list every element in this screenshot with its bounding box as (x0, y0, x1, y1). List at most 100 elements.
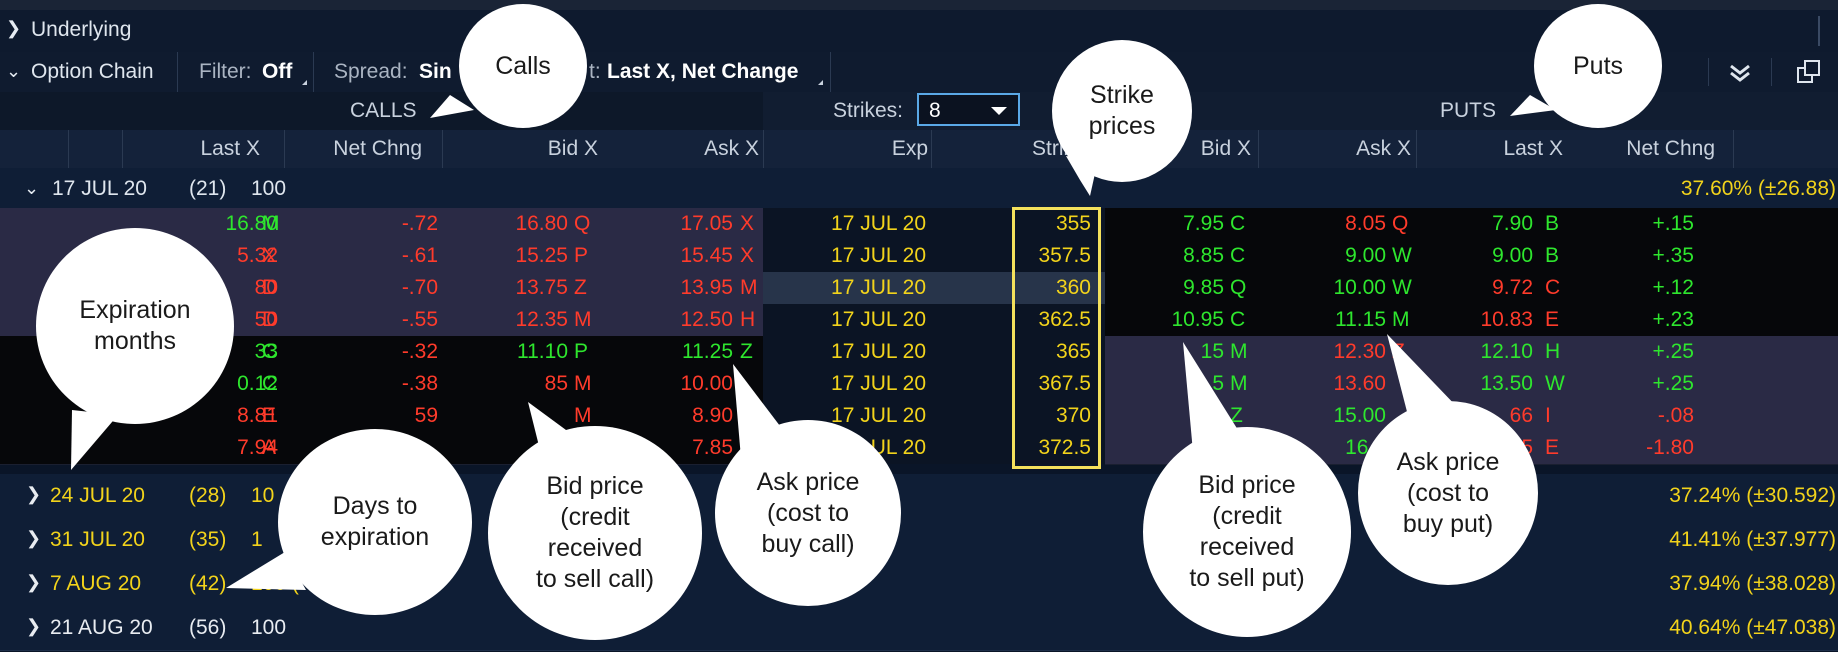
detach-window-button[interactable] (1795, 58, 1825, 86)
call-ask[interactable]: 13.95 (680, 276, 733, 299)
call-bid[interactable]: 13.75 (515, 276, 568, 299)
call-last-exchange[interactable]: E (262, 404, 277, 427)
spread-value[interactable]: Sin (419, 60, 452, 83)
call-ask-exchange[interactable]: X (740, 244, 755, 267)
row-expiration[interactable]: 17 JUL 20 (831, 340, 926, 363)
put-last[interactable]: 66 (1509, 404, 1533, 427)
call-last-exchange[interactable]: D (262, 308, 278, 331)
call-last[interactable]: 7.94 (237, 436, 278, 459)
put-net-change[interactable]: +.15 (1652, 212, 1694, 235)
strike-price[interactable]: 362.5 (1038, 308, 1091, 331)
call-last-exchange[interactable]: C (262, 340, 278, 363)
call-last[interactable]: 50 (254, 308, 278, 331)
put-last[interactable]: 12.10 (1480, 340, 1533, 363)
row-expiration[interactable]: 17 JUL 20 (831, 404, 926, 427)
call-ask-exchange[interactable]: M (740, 276, 758, 299)
call-net-change[interactable]: -.61 (401, 244, 438, 267)
call-net-change[interactable]: -.32 (401, 340, 438, 363)
call-bid-exchange[interactable]: P (574, 340, 589, 363)
call-bid-exchange[interactable]: Z (574, 276, 587, 299)
call-bid-exchange[interactable]: P (574, 244, 589, 267)
chevron-down-icon[interactable]: ⌄ (24, 178, 40, 198)
col-expiration[interactable]: Exp (891, 137, 928, 160)
collapse-all-button[interactable] (1708, 58, 1772, 86)
put-ask[interactable]: 9.00 (1345, 244, 1386, 267)
put-net-change[interactable]: -1.80 (1646, 436, 1694, 459)
call-bid-exchange[interactable]: M (574, 372, 592, 395)
call-ask-exchange[interactable]: X (740, 212, 755, 235)
put-ask-exchange[interactable]: W (1392, 276, 1412, 299)
put-bid-exchange[interactable]: Z (1230, 404, 1243, 427)
col-call-ask[interactable]: Ask X (704, 137, 759, 160)
strike-price[interactable]: 357.5 (1038, 244, 1091, 267)
call-ask-exchange[interactable]: H (740, 308, 756, 331)
put-last-exchange[interactable]: H (1545, 340, 1561, 363)
table-row[interactable]: 80 D -.70 13.75 Z 13.95 M 17 JUL 20 360 9.85 Q 10.0… (0, 272, 1838, 305)
call-ask[interactable]: 8.90 (692, 404, 733, 427)
call-net-change[interactable]: 59 (414, 404, 438, 427)
col-call-net-change[interactable]: Net Chng (333, 137, 422, 160)
call-net-change[interactable]: -.72 (401, 212, 438, 235)
strike-price[interactable]: 367.5 (1038, 372, 1091, 395)
chevron-down-icon[interactable]: ⌄ (6, 61, 22, 81)
strike-price[interactable]: 355 (1055, 212, 1091, 235)
put-net-change[interactable]: +.25 (1652, 340, 1694, 363)
row-expiration[interactable]: 17 JUL 20 (831, 308, 926, 331)
put-net-change[interactable]: +.35 (1652, 244, 1694, 267)
call-ask[interactable]: 7.85 (692, 436, 733, 459)
call-last-exchange[interactable]: D (262, 276, 278, 299)
put-ask-exchange[interactable]: M (1392, 308, 1410, 331)
strike-price[interactable]: 372.5 (1038, 436, 1091, 459)
put-net-change[interactable]: -.08 (1657, 404, 1694, 427)
put-ask-exchange[interactable]: W (1392, 244, 1412, 267)
col-put-net-change[interactable]: Net Chng (1626, 137, 1715, 160)
row-expiration[interactable]: 17 JUL 20 (831, 372, 926, 395)
call-last-exchange[interactable]: A (262, 436, 277, 459)
underlying-section-header[interactable]: ❯ Underlying (0, 10, 1838, 53)
put-ask[interactable]: 11.15 (1335, 308, 1386, 331)
row-expiration[interactable]: UL 20 (870, 436, 926, 459)
call-ask[interactable]: 15.45 (680, 244, 733, 267)
put-bid-exchange[interactable]: C (1230, 212, 1246, 235)
call-last[interactable]: 80 (254, 276, 278, 299)
call-ask[interactable]: 10.00 (680, 372, 733, 395)
call-bid[interactable]: 15.25 (515, 244, 568, 267)
put-last-exchange[interactable]: E (1545, 308, 1560, 331)
put-bid-exchange[interactable]: Q (1230, 276, 1247, 299)
filter-value[interactable]: Off (262, 60, 293, 83)
call-net-change[interactable]: -.70 (401, 276, 438, 299)
call-bid-exchange[interactable]: M (574, 404, 592, 427)
call-last-exchange[interactable]: C (262, 372, 278, 395)
put-bid[interactable]: 9.85 (1183, 276, 1224, 299)
put-ask[interactable]: 10.00 (1333, 276, 1386, 299)
chevron-right-icon[interactable]: ❯ (26, 616, 42, 636)
call-ask[interactable]: 11.25 (682, 340, 733, 363)
col-call-bid[interactable]: Bid X (547, 137, 598, 160)
call-last[interactable]: 0.12 (237, 372, 278, 395)
option-chain-title[interactable]: Option Chain (31, 60, 154, 83)
put-last-exchange[interactable]: I (1545, 404, 1551, 427)
call-ask[interactable]: 12.50 (680, 308, 733, 331)
put-last-exchange[interactable]: B (1545, 244, 1560, 267)
put-ask[interactable]: 8.05 (1345, 212, 1386, 235)
call-last[interactable]: 8.81 (237, 404, 278, 427)
put-bid[interactable]: 10.95 (1171, 308, 1224, 331)
row-expiration[interactable]: 17 JUL 20 (831, 276, 926, 299)
put-net-change[interactable]: +.12 (1652, 276, 1694, 299)
put-last-exchange[interactable]: B (1545, 212, 1560, 235)
put-bid-exchange[interactable]: M (1230, 340, 1248, 363)
call-last[interactable]: 33 (254, 340, 278, 363)
col-put-ask[interactable]: Ask X (1356, 137, 1411, 160)
row-expiration[interactable]: 17 JUL 20 (831, 244, 926, 267)
put-bid[interactable]: 5 (1212, 372, 1224, 395)
put-bid[interactable]: 15 (1200, 340, 1224, 363)
put-net-change[interactable]: +.25 (1652, 372, 1694, 395)
call-last-exchange[interactable]: M (262, 212, 280, 235)
strikes-count-select[interactable]: 8 (917, 93, 1020, 126)
col-put-bid[interactable]: Bid X (1200, 137, 1251, 160)
put-bid[interactable]: 8.85 (1183, 244, 1224, 267)
put-last[interactable]: 7.90 (1492, 212, 1533, 235)
chevron-right-icon[interactable]: ❯ (6, 18, 22, 38)
put-last-exchange[interactable]: E (1545, 436, 1560, 459)
col-call-last[interactable]: Last X (200, 137, 260, 160)
